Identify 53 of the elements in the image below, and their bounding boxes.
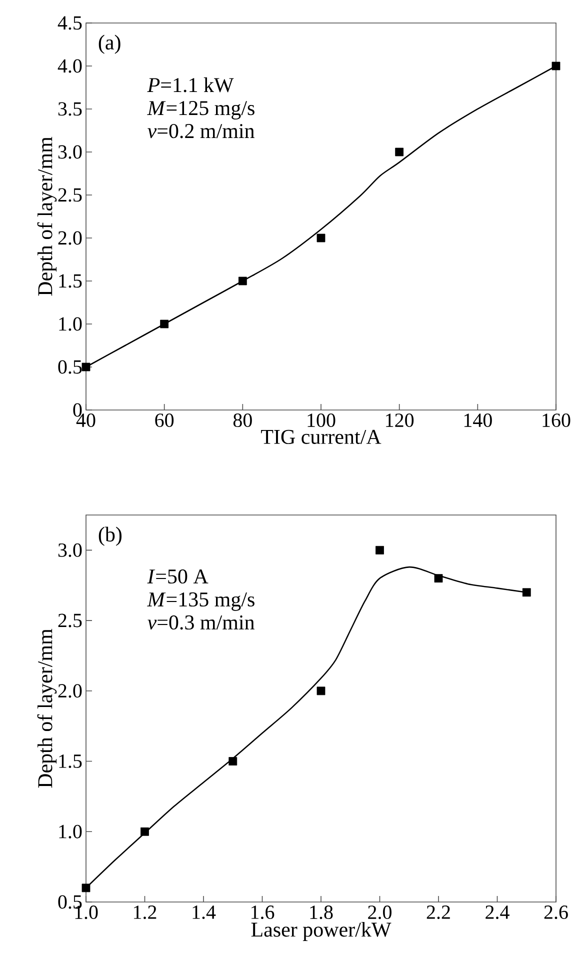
x-axis-title: Laser power/kW <box>251 922 392 942</box>
y-tick-label: 2.5 <box>58 614 82 628</box>
y-axis-title: Depth of layer/mm <box>37 136 57 296</box>
point <box>376 546 384 554</box>
y-tick-label: 3.0 <box>58 145 82 159</box>
x-tick-label: 1.8 <box>310 906 333 920</box>
point <box>82 884 90 892</box>
point <box>316 234 326 242</box>
annotation: (a) <box>98 34 120 54</box>
x-tick-label: 80 <box>233 414 252 428</box>
x-axis-title: TIG current/A <box>261 430 382 444</box>
x-tick-label: 1.6 <box>252 906 274 920</box>
point <box>522 588 531 597</box>
point <box>434 574 443 583</box>
point <box>228 757 238 766</box>
y-tick-label: 1.0 <box>59 824 82 838</box>
y-tick-label: 0.5 <box>58 360 82 374</box>
point <box>552 62 560 70</box>
y-tick-label: 2.0 <box>58 231 82 245</box>
y-axis-title: Depth of layer/mm <box>37 628 57 788</box>
point <box>395 148 404 156</box>
point <box>160 320 169 328</box>
y-tick-label: 2.5 <box>58 188 82 202</box>
annotation: P=1.1 kW <box>147 77 234 92</box>
y-tick-label: 4.0 <box>58 59 82 73</box>
point <box>140 827 149 836</box>
y-tick-label: 1.5 <box>59 274 82 288</box>
annotation: M=135 mg/s <box>147 592 254 611</box>
y-tick-label: 1.5 <box>59 754 82 768</box>
x-tick-label: 1.4 <box>192 906 216 920</box>
annotation: v=0.2 m/min <box>148 124 254 138</box>
y-tick-label: 4.5 <box>58 16 82 30</box>
y-tick-label: 3.0 <box>58 543 82 557</box>
point <box>82 362 90 372</box>
x-tick-label: 2.0 <box>368 906 392 920</box>
x-tick-label: 120 <box>386 414 414 428</box>
x-tick-label: 140 <box>464 414 492 428</box>
x-tick-label: 2.2 <box>426 906 450 920</box>
point <box>238 276 247 286</box>
annotation: v=0.3 m/min <box>148 615 254 630</box>
point <box>316 686 326 696</box>
annotation: (b) <box>98 526 122 546</box>
x-tick-label: 100 <box>308 414 336 428</box>
x-tick-label: 1.2 <box>134 906 156 920</box>
x-tick-label: 160 <box>542 414 570 428</box>
x-tick-label: 60 <box>155 414 174 428</box>
y-tick-label: 2.0 <box>58 684 82 698</box>
annotation: I=50 A <box>147 569 208 584</box>
y-tick-label: 1.0 <box>59 317 82 331</box>
x-tick-label: 2.6 <box>544 906 568 920</box>
x-tick-label: 2.4 <box>486 906 510 920</box>
y-tick-label: 3.5 <box>58 102 82 116</box>
annotation: M=125 mg/s <box>147 101 254 120</box>
